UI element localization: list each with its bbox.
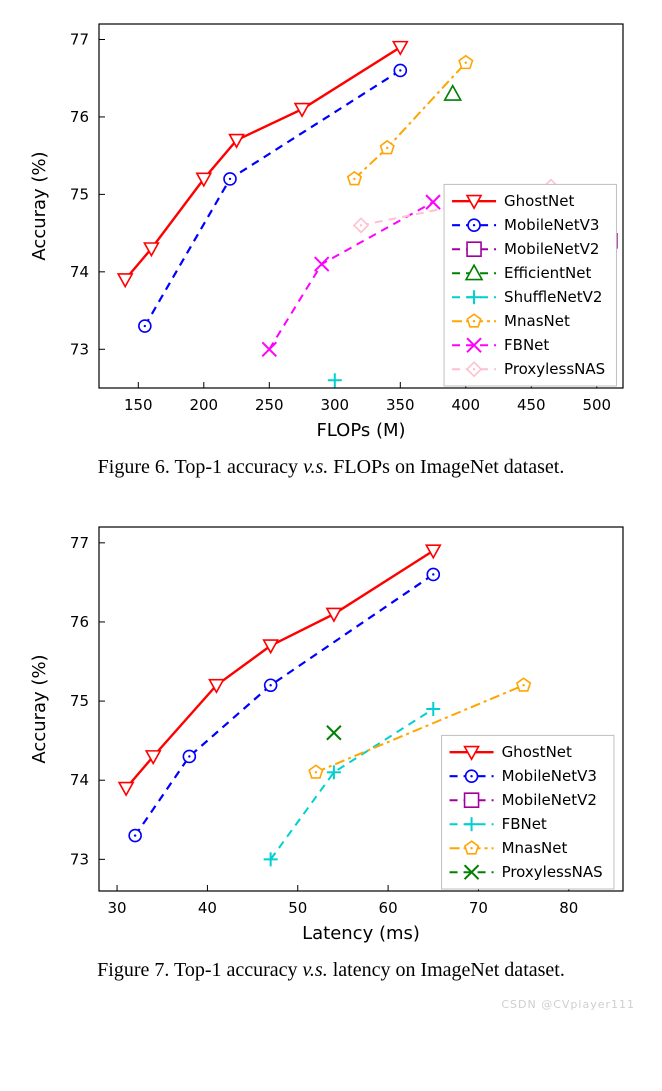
svg-text:GhostNet: GhostNet <box>502 743 572 761</box>
svg-text:MobileNetV3: MobileNetV3 <box>502 767 597 785</box>
svg-text:FLOPs (M): FLOPs (M) <box>316 420 405 441</box>
figure-7-wrap: 30 40 50 60 70 80 73 74 75 76 77 Latency (ms) Accura… <box>21 513 641 1011</box>
svg-text:MobileNetV2: MobileNetV2 <box>504 240 599 258</box>
svg-text:500: 500 <box>582 396 611 414</box>
svg-text:Accuray (%): Accuray (%) <box>29 654 50 763</box>
figure-7-caption-prefix: Figure 7. Top-1 accuracy <box>97 959 302 981</box>
svg-text:70: 70 <box>469 899 488 917</box>
figure-6-caption: Figure 6. Top-1 accuracy v.s. FLOPs on I… <box>21 456 641 479</box>
svg-text:ProxylessNAS: ProxylessNAS <box>504 360 605 378</box>
svg-text:Latency (ms): Latency (ms) <box>302 923 420 944</box>
svg-text:76: 76 <box>70 108 89 126</box>
figure-7-chart: 30 40 50 60 70 80 73 74 75 76 77 Latency (ms) Accura… <box>21 513 641 953</box>
svg-text:73: 73 <box>70 340 89 358</box>
svg-text:250: 250 <box>255 396 284 414</box>
svg-text:200: 200 <box>189 396 218 414</box>
figure-7-caption-vs: v.s. <box>303 959 328 981</box>
svg-text:74: 74 <box>70 263 89 281</box>
svg-text:77: 77 <box>70 534 89 552</box>
svg-text:GhostNet: GhostNet <box>504 192 574 210</box>
svg-text:150: 150 <box>124 396 153 414</box>
figure-7-caption: Figure 7. Top-1 accuracy v.s. latency on… <box>21 959 641 982</box>
svg-text:77: 77 <box>70 30 89 48</box>
svg-text:60: 60 <box>379 899 398 917</box>
watermark: CSDN @CVplayer111 <box>21 998 641 1011</box>
svg-text:75: 75 <box>70 692 89 710</box>
svg-text:76: 76 <box>70 613 89 631</box>
svg-text:MnasNet: MnasNet <box>504 312 570 330</box>
svg-text:75: 75 <box>70 185 89 203</box>
svg-text:400: 400 <box>451 396 480 414</box>
figure-6-caption-suffix: FLOPs on ImageNet dataset. <box>328 456 564 478</box>
figure-6-wrap: 150 200 250 300 350 400 450 500 73 74 75 76 77 FLOPs … <box>21 10 641 479</box>
figure-6-caption-vs: v.s. <box>303 456 328 478</box>
svg-text:50: 50 <box>288 899 307 917</box>
svg-text:450: 450 <box>517 396 546 414</box>
svg-text:80: 80 <box>559 899 578 917</box>
svg-text:MnasNet: MnasNet <box>502 839 568 857</box>
svg-text:ShuffleNetV2: ShuffleNetV2 <box>504 288 602 306</box>
svg-text:FBNet: FBNet <box>504 336 549 354</box>
page: 150 200 250 300 350 400 450 500 73 74 75 76 77 FLOPs … <box>0 0 662 1041</box>
svg-text:EfficientNet: EfficientNet <box>504 264 591 282</box>
svg-text:ProxylessNAS: ProxylessNAS <box>502 863 603 881</box>
svg-text:40: 40 <box>198 899 217 917</box>
figure-6-chart: 150 200 250 300 350 400 450 500 73 74 75 76 77 FLOPs … <box>21 10 641 450</box>
svg-text:73: 73 <box>70 850 89 868</box>
svg-text:FBNet: FBNet <box>502 815 547 833</box>
svg-text:350: 350 <box>386 396 415 414</box>
svg-text:74: 74 <box>70 771 89 789</box>
svg-text:MobileNetV2: MobileNetV2 <box>502 791 597 809</box>
svg-text:30: 30 <box>108 899 127 917</box>
svg-text:MobileNetV3: MobileNetV3 <box>504 216 599 234</box>
figure-6-caption-prefix: Figure 6. Top-1 accuracy <box>98 456 303 478</box>
figure-7-caption-suffix: latency on ImageNet dataset. <box>328 959 565 981</box>
svg-text:Accuray (%): Accuray (%) <box>29 151 50 260</box>
svg-text:300: 300 <box>320 396 349 414</box>
